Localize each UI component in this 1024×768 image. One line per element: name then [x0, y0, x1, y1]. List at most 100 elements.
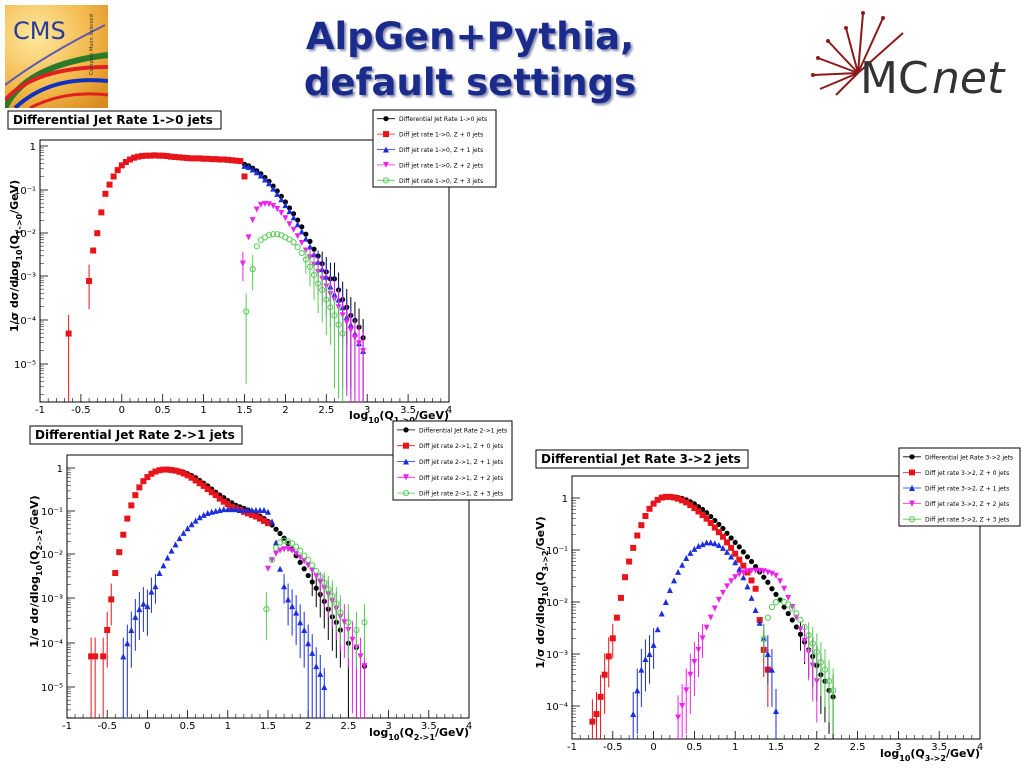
- data-point: [740, 562, 747, 569]
- data-point: [695, 542, 702, 549]
- data-point: [273, 526, 279, 532]
- data-point: [683, 499, 690, 506]
- data-point: [662, 599, 669, 605]
- y-tick-label: 10⁻³: [14, 272, 36, 283]
- data-point: [132, 492, 139, 499]
- data-point: [124, 640, 131, 647]
- data-point: [156, 467, 163, 474]
- y-tick-label: 10⁻²: [41, 550, 63, 561]
- y-tick-label: 10⁻¹: [41, 507, 63, 518]
- data-point: [817, 658, 824, 666]
- data-point: [265, 232, 273, 239]
- data-point: [176, 468, 183, 475]
- data-point: [152, 583, 159, 590]
- data-point: [589, 718, 596, 725]
- data-point: [642, 513, 649, 520]
- data-point: [120, 531, 127, 538]
- data-point: [126, 156, 133, 163]
- data-point: [752, 607, 759, 614]
- data-point: [748, 577, 755, 584]
- chart-title: Differential Jet Rate 1->0 jets: [13, 113, 213, 127]
- data-point: [323, 296, 330, 303]
- x-tick-label: -0.5: [97, 721, 117, 732]
- data-point: [789, 617, 795, 623]
- data-point: [361, 619, 368, 626]
- legend-marker: [383, 116, 389, 122]
- data-point: [609, 635, 616, 642]
- data-point: [229, 157, 236, 164]
- x-tick-label: 2: [814, 742, 820, 753]
- data-point: [707, 614, 714, 621]
- series-blue: [120, 506, 328, 718]
- data-point: [192, 477, 199, 484]
- data-point: [687, 671, 694, 678]
- data-point: [293, 609, 300, 616]
- data-point: [691, 505, 698, 512]
- legend-marker: [383, 131, 389, 138]
- data-point: [220, 506, 227, 513]
- data-point: [671, 577, 677, 584]
- y-tick-label: 10⁻⁵: [41, 683, 63, 694]
- y-tick-label: 10⁻³: [41, 594, 63, 605]
- data-point: [732, 550, 739, 557]
- y-axis-label: 1/σ dσ/dlog10(Q1->0/GeV): [8, 180, 24, 332]
- x-tick-label: 0.5: [180, 721, 196, 732]
- y-tick-label: 10⁻³: [546, 650, 568, 661]
- y-tick-label: 10⁻⁴: [546, 702, 568, 713]
- data-point: [257, 201, 264, 208]
- data-point: [277, 530, 283, 537]
- data-point: [278, 210, 285, 217]
- legend-label: Diff jet rate 2->1, Z + 3 jets: [419, 491, 503, 498]
- data-point: [630, 544, 637, 551]
- data-point: [356, 340, 363, 347]
- x-tick-label: 3.5: [400, 405, 416, 416]
- x-axis-label: log10(Q1->0/GeV): [349, 409, 449, 425]
- data-point: [675, 495, 682, 502]
- data-point: [156, 570, 163, 577]
- data-point: [821, 666, 829, 673]
- legend-marker: [909, 469, 915, 476]
- data-point: [662, 493, 669, 500]
- data-point: [128, 502, 135, 509]
- x-tick-label: 3: [385, 721, 391, 732]
- data-point: [148, 588, 155, 595]
- data-point: [208, 489, 215, 496]
- data-point: [768, 666, 775, 673]
- data-point: [313, 573, 320, 580]
- legend-label: Diff jet rate 3->2, Z + 0 jets: [925, 470, 1009, 477]
- data-point: [188, 521, 195, 528]
- data-point: [830, 687, 837, 694]
- y-axis: 1 10⁻¹ 10⁻² 10⁻³ 10⁻⁴: [546, 494, 580, 734]
- data-point: [277, 565, 284, 572]
- data-point: [748, 558, 755, 565]
- data-point: [245, 163, 252, 170]
- data-point: [797, 616, 804, 624]
- data-point: [152, 468, 159, 475]
- chart-title: Differential Jet Rate 2->1 jets: [35, 428, 235, 442]
- y-tick-label: 10⁻⁴: [41, 639, 63, 650]
- data-point: [764, 651, 771, 657]
- series-green: [760, 596, 837, 734]
- data-point: [136, 606, 143, 613]
- data-point: [248, 511, 255, 518]
- data-point: [65, 330, 72, 337]
- data-point: [163, 152, 170, 159]
- cms-logo-text: CMS: [13, 17, 66, 45]
- data-point: [140, 600, 147, 607]
- legend-marker: [403, 474, 409, 481]
- data-point: [139, 152, 146, 159]
- x-tick-label: 2.5: [850, 742, 866, 753]
- x-tick-label: 3.5: [931, 742, 947, 753]
- data-point: [118, 162, 125, 169]
- data-point: [281, 546, 288, 553]
- data-point: [650, 500, 657, 507]
- data-point: [309, 649, 316, 656]
- data-point: [261, 200, 268, 207]
- legend-marker: [403, 442, 409, 449]
- x-tick-label: 0.5: [686, 742, 702, 753]
- data-point: [257, 172, 264, 179]
- data-point: [347, 327, 354, 334]
- legend: Differential Jet Rate 3->2 jets Diff jet …: [898, 447, 1021, 527]
- data-point: [313, 567, 320, 574]
- data-point: [282, 215, 289, 222]
